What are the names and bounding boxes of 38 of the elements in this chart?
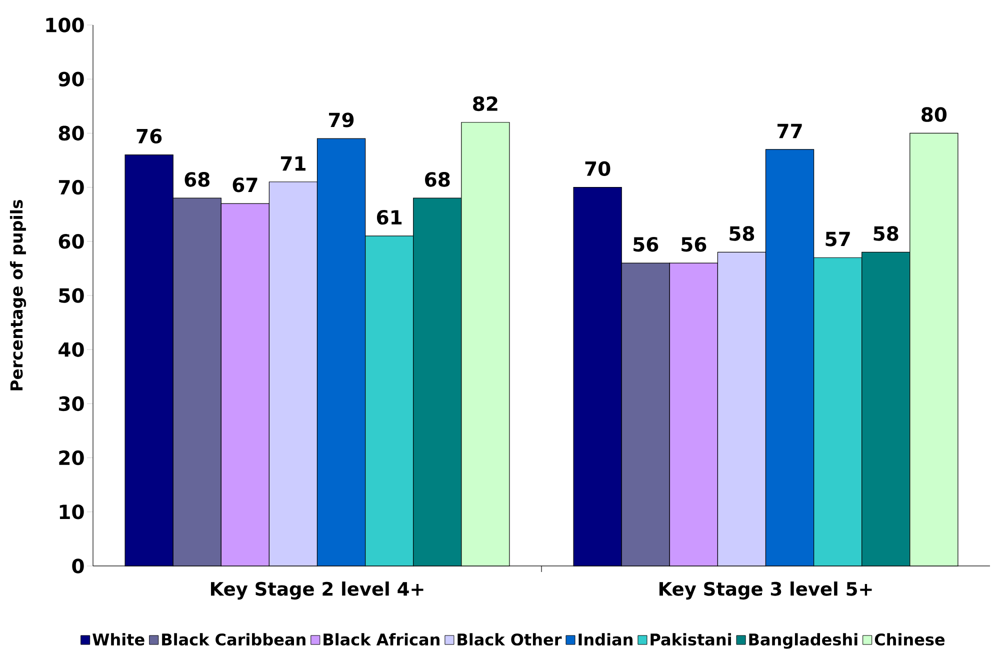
data-label: 70 [585, 161, 610, 176]
legend-label: Pakistani [650, 633, 731, 646]
data-label: 82 [473, 96, 498, 112]
data-label: 56 [634, 237, 658, 252]
legend-label: Black Other [458, 633, 562, 646]
legend-label: Black African [324, 633, 440, 646]
y-tick-label: 10 [60, 504, 84, 520]
legend-label: Chinese [874, 633, 945, 646]
data-label: 68 [184, 172, 210, 187]
data-label: 71 [280, 156, 306, 171]
data-label: 79 [329, 112, 354, 128]
y-tick-label: 60 [58, 234, 84, 249]
x-tick-label: Key Stage 3 level 5+ [659, 582, 872, 600]
legend-label: White [92, 633, 144, 646]
y-tick-label: 90 [58, 72, 84, 86]
y-tick-label: 30 [58, 396, 84, 412]
data-label: 57 [826, 232, 850, 246]
data-label: 80 [922, 107, 947, 122]
data-label: 58 [874, 226, 898, 241]
legend-label: Black Caribbean [162, 633, 306, 646]
data-label: 67 [232, 178, 258, 192]
y-tick-label: 50 [59, 288, 84, 303]
data-label: 76 [136, 128, 162, 144]
y-tick-label: 0 [72, 558, 84, 574]
data-label: 56 [682, 237, 706, 252]
legend-label: Bangladeshi [749, 633, 858, 649]
x-tick-label: Key Stage 2 level 4+ [210, 582, 424, 600]
y-tick-label: 20 [59, 450, 84, 466]
data-label: 77 [778, 124, 802, 138]
y-tick-label: 70 [58, 180, 84, 195]
y-tick-label: 100 [46, 18, 84, 32]
data-label: 58 [730, 226, 754, 241]
y-tick-label: 80 [58, 126, 84, 141]
legend-label: Indian [578, 633, 632, 646]
y-tick-label: 40 [58, 342, 84, 357]
data-label: 61 [376, 210, 402, 225]
y-axis-title: Percentage of pupils [10, 200, 26, 390]
data-label: 68 [425, 172, 450, 187]
